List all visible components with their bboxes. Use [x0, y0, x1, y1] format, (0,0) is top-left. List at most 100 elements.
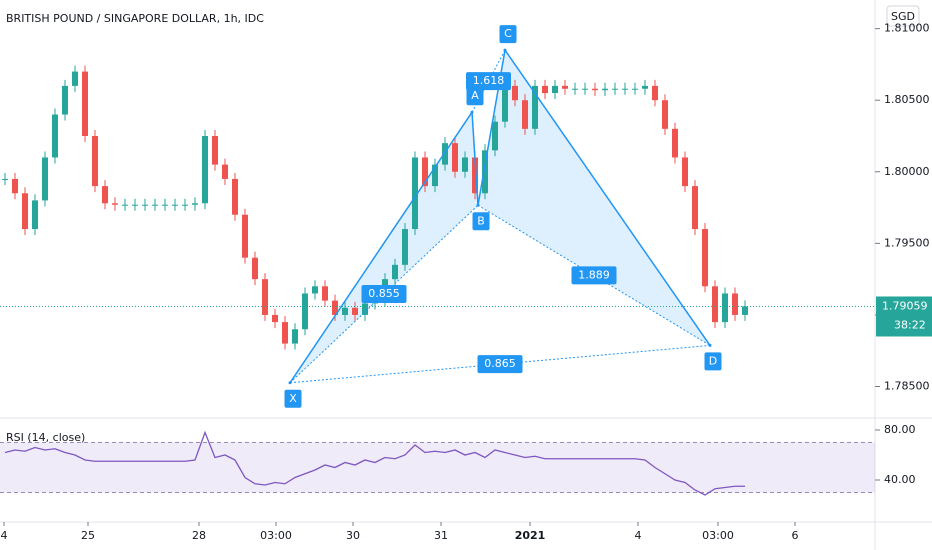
- pattern-point: [476, 203, 480, 207]
- pattern-ratio-box: [466, 72, 511, 91]
- candle: [152, 204, 158, 206]
- x-tick-label: 25: [81, 529, 95, 542]
- candle: [662, 100, 668, 129]
- candle: [242, 214, 248, 258]
- candle: [702, 229, 708, 287]
- last-price-tag: [876, 296, 932, 337]
- candle: [232, 178, 238, 215]
- candle: [192, 203, 198, 205]
- pattern-point: [470, 110, 474, 114]
- candle: [352, 307, 358, 315]
- candle: [472, 157, 478, 194]
- candle: [202, 135, 208, 204]
- pattern-ratio: 0.855: [368, 287, 400, 300]
- x-tick-label: 03:00: [702, 529, 734, 542]
- candle: [362, 303, 368, 315]
- candle: [732, 293, 738, 315]
- chart-title: BRITISH POUND / SINGAPORE DOLLAR, 1h, ID…: [6, 12, 264, 25]
- candle: [442, 143, 448, 165]
- candle: [342, 307, 348, 315]
- pattern-ratio: 0.865: [484, 357, 516, 370]
- candle: [252, 257, 258, 280]
- pattern-line: [471, 112, 479, 206]
- pattern-ratio-box: [571, 266, 617, 285]
- candle: [292, 329, 298, 344]
- pattern-ratio: 1.618: [473, 74, 505, 87]
- y-tick-label: 1.80000: [884, 165, 930, 178]
- candle: [272, 314, 278, 323]
- pattern-line: [477, 204, 711, 346]
- currency-badge[interactable]: [886, 5, 920, 27]
- candle: [32, 200, 38, 230]
- candle: [652, 85, 658, 101]
- candle: [422, 157, 428, 187]
- pattern-point-label-box: [499, 25, 517, 44]
- candle: [262, 279, 268, 315]
- pattern-point-label: B: [477, 214, 485, 227]
- pattern-point: [708, 343, 712, 347]
- pattern-ratio: 1.889: [578, 268, 610, 281]
- rsi-tick-label: 40.00: [884, 473, 916, 486]
- pattern-point-label: X: [289, 392, 297, 405]
- candle: [212, 135, 218, 165]
- pattern-line: [504, 49, 711, 346]
- rsi-tick-label: 80.00: [884, 423, 916, 436]
- candle: [172, 204, 178, 206]
- pattern-ratio-box: [361, 285, 407, 304]
- candle: [122, 204, 128, 206]
- candle: [692, 186, 698, 230]
- candle: [682, 157, 688, 187]
- candle: [632, 88, 638, 90]
- pattern-point-label: C: [504, 27, 512, 40]
- candle: [612, 88, 618, 90]
- candle: [522, 100, 528, 129]
- candle: [332, 300, 338, 315]
- candle: [402, 229, 408, 265]
- pattern-ratio-box: [477, 355, 523, 374]
- candle: [102, 186, 108, 204]
- countdown: 38:22: [894, 318, 926, 331]
- candle: [502, 85, 508, 122]
- pattern-fill: [290, 112, 478, 383]
- last-price-label: 1.79059: [882, 299, 928, 312]
- candle: [312, 286, 318, 294]
- candle: [162, 204, 168, 206]
- pattern-point-label: A: [471, 89, 479, 102]
- candle: [532, 85, 538, 129]
- candle: [12, 178, 18, 194]
- x-tick-label: 6: [792, 529, 799, 542]
- candle: [452, 143, 458, 172]
- candle: [562, 85, 568, 89]
- candle: [722, 293, 728, 323]
- candle: [282, 322, 288, 344]
- candle: [492, 121, 498, 151]
- rsi-label: RSI (14, close): [6, 431, 85, 444]
- x-tick-label: 30: [346, 529, 360, 542]
- candle: [222, 164, 228, 179]
- pattern-point-label-box: [472, 212, 490, 231]
- pattern-line: [289, 111, 473, 384]
- candle: [302, 293, 308, 330]
- rsi-line: [4, 430, 745, 496]
- x-tick-label: 28: [192, 529, 206, 542]
- candle: [52, 114, 58, 158]
- candle: [482, 150, 488, 194]
- candle: [142, 204, 148, 206]
- y-tick-label: 1.80500: [884, 93, 930, 106]
- candle: [712, 286, 718, 323]
- candle: [542, 85, 548, 94]
- candle: [572, 88, 578, 90]
- candle: [552, 85, 558, 94]
- candle: [132, 204, 138, 206]
- pattern-point: [288, 381, 292, 385]
- currency: SGD: [891, 10, 915, 23]
- pattern-point-label: D: [709, 354, 717, 367]
- candle: [512, 85, 518, 101]
- candle: [432, 164, 438, 187]
- pattern-point-label-box: [466, 87, 484, 106]
- candle: [412, 157, 418, 230]
- candle: [62, 85, 68, 115]
- candle: [642, 85, 648, 89]
